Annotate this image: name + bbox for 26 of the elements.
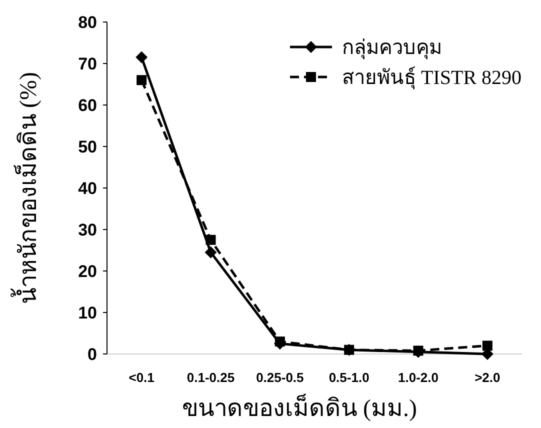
x-tick-label: >2.0 (474, 370, 500, 385)
legend-label: สายพันธุ์ TISTR 8290 (342, 66, 522, 90)
point (344, 344, 354, 355)
x-tick-label: 1.0-2.0 (398, 370, 438, 385)
y-tick-label: 10 (78, 304, 97, 322)
legend-label: กลุ่มควบคุม (342, 37, 442, 60)
x-tick-label: 0.1-0.25 (186, 370, 235, 385)
y-tick-label: 30 (78, 220, 97, 240)
y-tick-label: 70 (78, 54, 97, 74)
point (206, 234, 216, 245)
y-tick-label: 50 (78, 138, 97, 156)
point (136, 75, 147, 86)
x-tick-label: 0.25-0.5 (256, 370, 304, 385)
x-axis-title: ขนาดของเม็ดดิน (มม.) (182, 393, 417, 422)
y-tick-label: 40 (78, 179, 97, 198)
point (136, 51, 148, 64)
point (274, 336, 285, 347)
x-tick-label: <0.1 (128, 370, 154, 385)
y-tick-label: 60 (78, 96, 97, 115)
point (204, 246, 217, 258)
y-tick-label: 80 (78, 13, 97, 32)
x-tick-label: 0.5-1.0 (328, 370, 370, 385)
y-tick-label: 20 (78, 262, 97, 281)
point (482, 340, 492, 351)
y-tick-label: 0 (88, 345, 97, 364)
y-axis-title: น้ำหนักของเม็ดดิน (%) (10, 72, 42, 304)
